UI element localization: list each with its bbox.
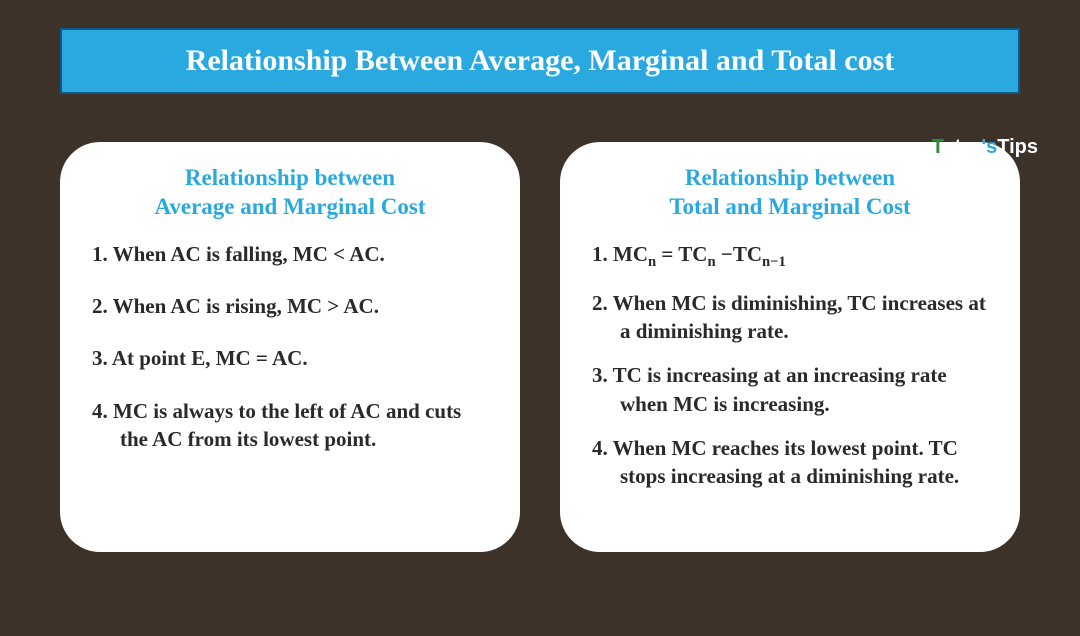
page-title: Relationship Between Average, Marginal a… bbox=[82, 44, 998, 78]
list-item: MCn = TCn −TCn−1 bbox=[592, 240, 988, 273]
card-title-left: Relationship between Average and Margina… bbox=[92, 164, 488, 222]
card-title-left-line2: Average and Marginal Cost bbox=[154, 194, 425, 219]
list-left: When AC is falling, MC < AC. When AC is … bbox=[92, 240, 488, 454]
logo: Tutor'sTips bbox=[932, 136, 1038, 159]
logo-part-2: utor bbox=[942, 136, 981, 158]
card-title-right-line2: Total and Marginal Cost bbox=[669, 194, 910, 219]
card-title-right-line1: Relationship between bbox=[685, 165, 895, 190]
logo-part-4: Tips bbox=[997, 136, 1038, 158]
list-right: MCn = TCn −TCn−1 When MC is diminishing,… bbox=[592, 240, 988, 491]
list-item: When AC is rising, MC > AC. bbox=[92, 292, 488, 320]
list-item: When AC is falling, MC < AC. bbox=[92, 240, 488, 268]
title-bar: Relationship Between Average, Marginal a… bbox=[60, 28, 1020, 94]
logo-part-1: T bbox=[932, 136, 943, 158]
card-average-marginal: Relationship between Average and Margina… bbox=[60, 142, 520, 552]
card-title-left-line1: Relationship between bbox=[185, 165, 395, 190]
card-total-marginal: Relationship between Total and Marginal … bbox=[560, 142, 1020, 552]
card-title-right: Relationship between Total and Marginal … bbox=[592, 164, 988, 222]
list-item: At point E, MC = AC. bbox=[92, 344, 488, 372]
logo-part-3: 's bbox=[981, 136, 997, 158]
list-item: When MC is diminishing, TC increases at … bbox=[592, 289, 988, 346]
cards-row: Relationship between Average and Margina… bbox=[60, 142, 1020, 552]
list-item: When MC reaches its lowest point. TC sto… bbox=[592, 434, 988, 491]
list-item: TC is increasing at an increasing rate w… bbox=[592, 361, 988, 418]
list-item: MC is always to the left of AC and cuts … bbox=[92, 397, 488, 454]
